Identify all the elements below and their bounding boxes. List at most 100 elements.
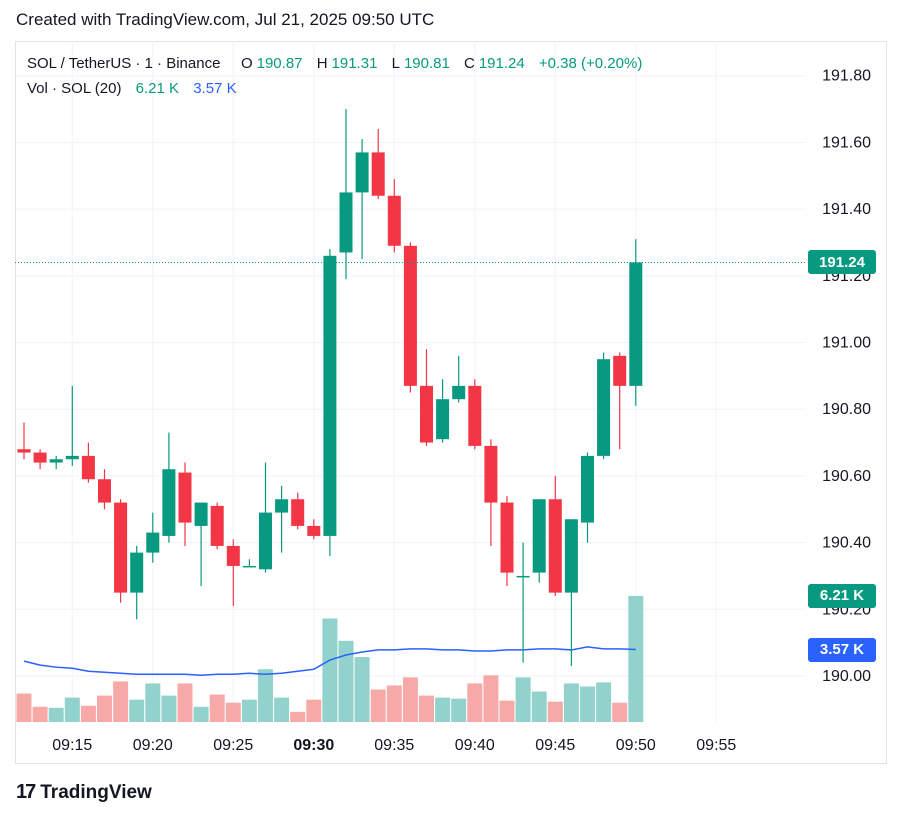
candle-body xyxy=(114,502,128,593)
volume-bar xyxy=(628,595,644,722)
volume-tag: 6.21 K xyxy=(808,583,876,608)
volume-bar xyxy=(113,681,129,722)
volume-bar xyxy=(129,699,145,722)
volume-bar xyxy=(435,697,451,722)
candle-body xyxy=(146,532,160,553)
low-label: L xyxy=(391,55,400,72)
volume-bar xyxy=(483,675,499,722)
candle-body xyxy=(355,152,369,193)
volume-ma-value: 3.57 K xyxy=(193,80,237,97)
footer-brand[interactable]: 17 TradingView xyxy=(16,781,152,804)
volume-value: 6.21 K xyxy=(135,80,180,97)
x-tick-label: 09:30 xyxy=(293,737,334,754)
candle-body xyxy=(210,505,224,546)
x-tick-label: 09:40 xyxy=(455,737,495,754)
volume-bar xyxy=(451,698,467,722)
x-tick-label: 09:50 xyxy=(616,737,656,754)
candle-body xyxy=(564,519,578,593)
candle-body xyxy=(532,499,546,573)
candle-body xyxy=(162,469,176,536)
y-tick-label: 191.00 xyxy=(822,335,871,352)
volume-bar xyxy=(612,702,628,722)
candle-body xyxy=(500,502,514,573)
volume-bar xyxy=(64,697,80,722)
candle-body xyxy=(484,445,498,503)
low-value: 190.81 xyxy=(403,55,450,72)
volume-bars xyxy=(16,595,644,722)
created-with-label: Created with TradingView.com, Jul 21, 20… xyxy=(16,10,435,29)
brand-name: TradingView xyxy=(40,781,152,803)
volume-bar xyxy=(48,707,64,722)
candle-body xyxy=(98,479,111,503)
candle-body xyxy=(130,552,144,593)
y-tick-label: 190.40 xyxy=(822,535,871,552)
x-tick-label: 09:45 xyxy=(535,737,575,754)
volume-bar xyxy=(161,695,177,722)
volume-bar xyxy=(225,702,241,722)
volume-bar xyxy=(386,685,402,722)
volume-bar xyxy=(354,657,370,722)
volume-bar xyxy=(145,683,161,722)
y-tick-label: 191.60 xyxy=(822,134,871,151)
x-axis: 09:15 09:20 09:25 09:30 09:35 09:40 09:45 09:50… xyxy=(52,737,736,754)
volume-bar xyxy=(563,683,579,722)
candle-body xyxy=(516,575,530,578)
x-tick-label: 09:35 xyxy=(374,737,414,754)
candle-body xyxy=(178,472,192,523)
x-tick-label: 09:15 xyxy=(52,737,92,754)
volume-bar xyxy=(467,683,483,722)
candle-body xyxy=(597,359,611,456)
y-tick-label: 191.40 xyxy=(822,201,871,218)
volume-bar xyxy=(97,695,112,722)
volume-bar xyxy=(419,695,434,722)
y-tick-label: 191.80 xyxy=(822,68,871,85)
close-label: C xyxy=(464,55,475,72)
volume-bar xyxy=(402,677,418,722)
candle-body xyxy=(468,385,482,446)
volume-bar xyxy=(80,705,96,722)
volume-ma-tag: 3.57 K xyxy=(808,637,876,662)
candle-body xyxy=(548,499,562,593)
volume-bar xyxy=(32,706,48,722)
volume-bar xyxy=(499,700,515,722)
high-value: 191.31 xyxy=(331,55,378,72)
x-tick-label: 09:25 xyxy=(213,737,253,754)
volume-bar xyxy=(580,686,595,722)
candle-body xyxy=(371,152,385,196)
volume-bar xyxy=(241,699,257,722)
volume-bar xyxy=(209,694,225,722)
change-value: +0.38 (+0.20%) xyxy=(538,55,643,72)
candle-body xyxy=(339,192,353,253)
volume-bar xyxy=(16,693,32,722)
y-tick-label: 190.60 xyxy=(822,468,871,485)
candle-body xyxy=(291,499,305,526)
candle-body xyxy=(242,565,256,568)
last-price-tag: 191.24 xyxy=(808,250,876,275)
candle-body xyxy=(452,385,466,400)
candle-body xyxy=(403,245,417,386)
candle-body xyxy=(629,262,643,386)
tradingview-logo-icon: 17 xyxy=(16,781,36,803)
price-legend: SOL / TetherUS · 1 · Binance O 190.87 H 19… xyxy=(27,55,646,72)
chart-frame[interactable] xyxy=(15,41,887,764)
volume-ma-polyline xyxy=(23,646,636,677)
volume-bar xyxy=(177,683,193,722)
open-label: O xyxy=(240,55,253,72)
candle-body xyxy=(323,255,337,536)
volume-bar xyxy=(274,697,290,722)
candle-body xyxy=(581,455,594,523)
candle-body xyxy=(307,525,321,536)
volume-ma-line xyxy=(23,646,636,677)
candle-body xyxy=(275,499,289,513)
candle-body xyxy=(259,512,272,570)
volume-label[interactable]: Vol · SOL (20) xyxy=(27,80,122,97)
x-tick-label: 09:55 xyxy=(696,737,736,754)
candle-body xyxy=(226,545,240,566)
volume-bar xyxy=(515,677,531,722)
candle-body xyxy=(387,195,401,246)
volume-bar xyxy=(338,640,354,722)
volume-bar xyxy=(322,618,338,722)
volume-bar xyxy=(258,669,273,722)
symbol-label[interactable]: SOL / TetherUS · 1 · Binance xyxy=(27,55,221,72)
